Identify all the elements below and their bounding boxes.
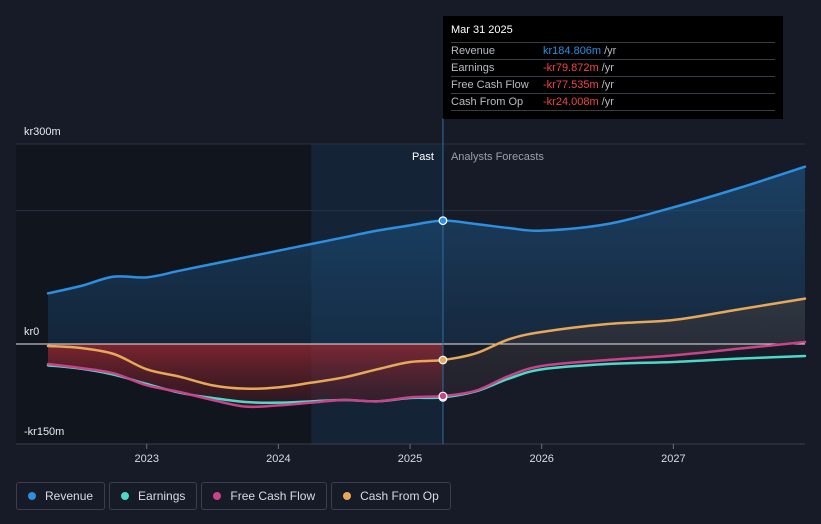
series-marker-free-cash-flow: [438, 391, 448, 401]
legend-dot-icon: [121, 492, 130, 500]
series-line-cash-from-op: [46, 297, 807, 390]
legend-dot-icon: [213, 492, 222, 500]
forecast-range-area: [442, 298, 805, 396]
tooltip-date: Mar 31 2025: [451, 24, 513, 36]
legend-dot-icon: [28, 492, 36, 500]
y-axis-top-label: kr300m: [24, 126, 61, 138]
series-line-free-cash-flow: [46, 340, 807, 409]
legend-label: Cash From Op: [360, 489, 439, 503]
tooltip-row-revenue: Revenue kr184.806m /yr: [451, 42, 775, 59]
x-tick-label: 2024: [266, 453, 290, 465]
chart-plot: Past Analysts Forecasts 2023 2024 2025 2026 20…: [16, 118, 807, 465]
past-label: Past: [412, 151, 434, 163]
tooltip-row-name: Earnings: [451, 62, 495, 74]
legend-label: Free Cash Flow: [230, 489, 316, 503]
chart-legend: Revenue Earnings Free Cash Flow Cash Fro…: [16, 482, 451, 510]
tooltip-row-name: Free Cash Flow: [451, 79, 529, 91]
tooltip-row-unit: /yr: [601, 62, 614, 74]
legend-item-free-cash-flow[interactable]: Free Cash Flow: [201, 482, 328, 510]
tooltip-row-cash-from-op: Cash From Op -kr24.008m /yr: [451, 93, 775, 111]
revenue-area: [48, 166, 805, 344]
tooltip-row-unit: /yr: [604, 45, 617, 57]
forecast-label: Analysts Forecasts: [451, 151, 544, 163]
tooltip-row-name: Cash From Op: [451, 96, 524, 108]
tooltip-row-earnings: Earnings -kr79.872m /yr: [451, 59, 775, 76]
tooltip-row-value: -kr77.535m: [543, 79, 599, 91]
x-tick-label: 2027: [661, 453, 685, 465]
series-line-revenue: [46, 165, 807, 295]
legend-item-cash-from-op[interactable]: Cash From Op: [331, 482, 451, 510]
y-axis-bottom-label: -kr150m: [24, 426, 65, 438]
x-tick-label: 2025: [398, 453, 422, 465]
tooltip-row-value: -kr79.872m: [543, 62, 599, 74]
legend-label: Revenue: [45, 489, 94, 503]
series-marker-revenue: [438, 216, 448, 226]
tooltip-row-unit: /yr: [601, 96, 614, 108]
tooltip-row-value: -kr24.008m: [543, 96, 599, 108]
legend-label: Earnings: [138, 489, 186, 503]
x-tick-label: 2026: [529, 453, 553, 465]
data-tooltip: Mar 31 2025 Revenue kr184.806m /yr Earni…: [443, 16, 783, 119]
legend-dot-icon: [343, 492, 352, 500]
negative-area-past: [48, 344, 443, 407]
y-axis-zero-label: kr0: [24, 326, 40, 338]
x-tick-label: 2023: [134, 453, 158, 465]
tooltip-row-unit: /yr: [601, 79, 614, 91]
tooltip-row-free-cash-flow: Free Cash Flow -kr77.535m /yr: [451, 76, 775, 93]
legend-item-revenue[interactable]: Revenue: [16, 482, 106, 510]
series-marker-cash-from-op: [438, 355, 448, 365]
tooltip-row-value: kr184.806m: [543, 45, 602, 57]
tooltip-row-name: Revenue: [451, 45, 496, 57]
legend-item-earnings[interactable]: Earnings: [109, 482, 198, 510]
